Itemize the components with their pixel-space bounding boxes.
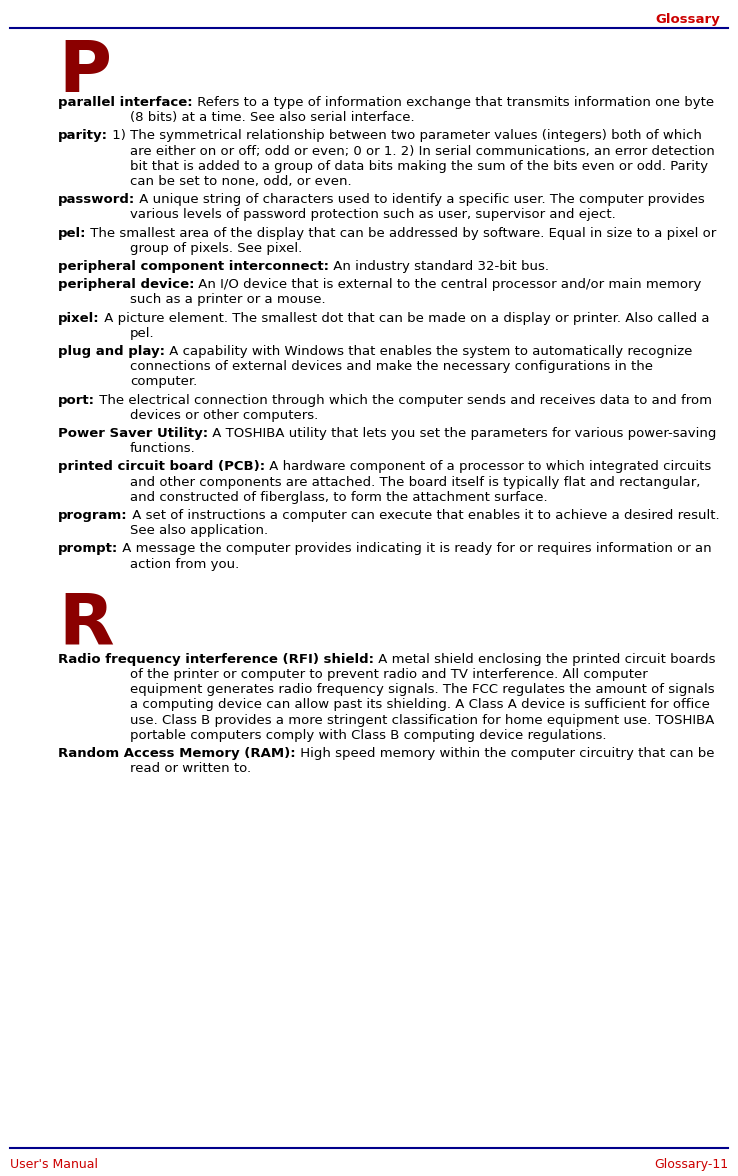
Text: computer.: computer. bbox=[130, 375, 197, 388]
Text: use. Class B provides a more stringent classification for home equipment use. TO: use. Class B provides a more stringent c… bbox=[130, 714, 714, 727]
Text: prompt:: prompt: bbox=[58, 542, 118, 555]
Text: A capability with Windows that enables the system to automatically recognize: A capability with Windows that enables t… bbox=[165, 345, 692, 358]
Text: peripheral component interconnect:: peripheral component interconnect: bbox=[58, 260, 329, 273]
Text: A message the computer provides indicating it is ready for or requires informati: A message the computer provides indicati… bbox=[118, 542, 712, 555]
Text: Random Access Memory (RAM):: Random Access Memory (RAM): bbox=[58, 747, 296, 760]
Text: See also application.: See also application. bbox=[130, 524, 268, 537]
Text: A TOSHIBA utility that lets you set the parameters for various power-saving: A TOSHIBA utility that lets you set the … bbox=[208, 427, 717, 440]
Text: program:: program: bbox=[58, 509, 128, 522]
Text: Glossary-11: Glossary-11 bbox=[654, 1158, 728, 1171]
Text: An industry standard 32-bit bus.: An industry standard 32-bit bus. bbox=[329, 260, 549, 273]
Text: An I/O device that is external to the central processor and/or main memory: An I/O device that is external to the ce… bbox=[195, 279, 702, 292]
Text: password:: password: bbox=[58, 193, 135, 206]
Text: read or written to.: read or written to. bbox=[130, 762, 251, 775]
Text: pixel:: pixel: bbox=[58, 312, 100, 325]
Text: A metal shield enclosing the printed circuit boards: A metal shield enclosing the printed cir… bbox=[374, 653, 716, 666]
Text: 1) The symmetrical relationship between two parameter values (integers) both of : 1) The symmetrical relationship between … bbox=[108, 129, 702, 142]
Text: Refers to a type of information exchange that transmits information one byte: Refers to a type of information exchange… bbox=[193, 96, 714, 109]
Text: such as a printer or a mouse.: such as a printer or a mouse. bbox=[130, 293, 325, 307]
Text: High speed memory within the computer circuitry that can be: High speed memory within the computer ci… bbox=[296, 747, 714, 760]
Text: parallel interface:: parallel interface: bbox=[58, 96, 193, 109]
Text: pel.: pel. bbox=[130, 327, 155, 340]
Text: The electrical connection through which the computer sends and receives data to : The electrical connection through which … bbox=[95, 394, 712, 407]
Text: A picture element. The smallest dot that can be made on a display or printer. Al: A picture element. The smallest dot that… bbox=[100, 312, 709, 325]
Text: equipment generates radio frequency signals. The FCC regulates the amount of sig: equipment generates radio frequency sign… bbox=[130, 683, 714, 696]
Text: pel:: pel: bbox=[58, 227, 86, 240]
Text: of the printer or computer to prevent radio and TV interference. All computer: of the printer or computer to prevent ra… bbox=[130, 668, 648, 681]
Text: and constructed of fiberglass, to form the attachment surface.: and constructed of fiberglass, to form t… bbox=[130, 490, 548, 503]
Text: connections of external devices and make the necessary configurations in the: connections of external devices and make… bbox=[130, 360, 653, 373]
Text: R: R bbox=[58, 590, 114, 660]
Text: bit that is added to a group of data bits making the sum of the bits even or odd: bit that is added to a group of data bit… bbox=[130, 160, 708, 173]
Text: parity:: parity: bbox=[58, 129, 108, 142]
Text: Radio frequency interference (RFI) shield:: Radio frequency interference (RFI) shiel… bbox=[58, 653, 374, 666]
Text: A hardware component of a processor to which integrated circuits: A hardware component of a processor to w… bbox=[265, 460, 711, 474]
Text: Power Saver Utility:: Power Saver Utility: bbox=[58, 427, 208, 440]
Text: A set of instructions a computer can execute that enables it to achieve a desire: A set of instructions a computer can exe… bbox=[128, 509, 720, 522]
Text: can be set to none, odd, or even.: can be set to none, odd, or even. bbox=[130, 175, 351, 188]
Text: action from you.: action from you. bbox=[130, 557, 239, 570]
Text: and other components are attached. The board itself is typically flat and rectan: and other components are attached. The b… bbox=[130, 475, 700, 488]
Text: User's Manual: User's Manual bbox=[10, 1158, 98, 1171]
Text: Glossary: Glossary bbox=[655, 13, 720, 26]
Text: A unique string of characters used to identify a specific user. The computer pro: A unique string of characters used to id… bbox=[135, 193, 705, 206]
Text: are either on or off; odd or even; 0 or 1. 2) In serial communications, an error: are either on or off; odd or even; 0 or … bbox=[130, 145, 714, 158]
Text: port:: port: bbox=[58, 394, 95, 407]
Text: plug and play:: plug and play: bbox=[58, 345, 165, 358]
Text: devices or other computers.: devices or other computers. bbox=[130, 409, 318, 422]
Text: group of pixels. See pixel.: group of pixels. See pixel. bbox=[130, 242, 303, 255]
Text: printed circuit board (PCB):: printed circuit board (PCB): bbox=[58, 460, 265, 474]
Text: (8 bits) at a time. See also serial interface.: (8 bits) at a time. See also serial inte… bbox=[130, 112, 415, 125]
Text: The smallest area of the display that can be addressed by software. Equal in siz: The smallest area of the display that ca… bbox=[86, 227, 717, 240]
Text: a computing device can allow past its shielding. A Class A device is sufficient : a computing device can allow past its sh… bbox=[130, 699, 710, 711]
Text: functions.: functions. bbox=[130, 442, 196, 455]
Text: P: P bbox=[58, 38, 111, 107]
Text: peripheral device:: peripheral device: bbox=[58, 279, 195, 292]
Text: portable computers comply with Class B computing device regulations.: portable computers comply with Class B c… bbox=[130, 729, 607, 742]
Text: various levels of password protection such as user, supervisor and eject.: various levels of password protection su… bbox=[130, 208, 615, 221]
